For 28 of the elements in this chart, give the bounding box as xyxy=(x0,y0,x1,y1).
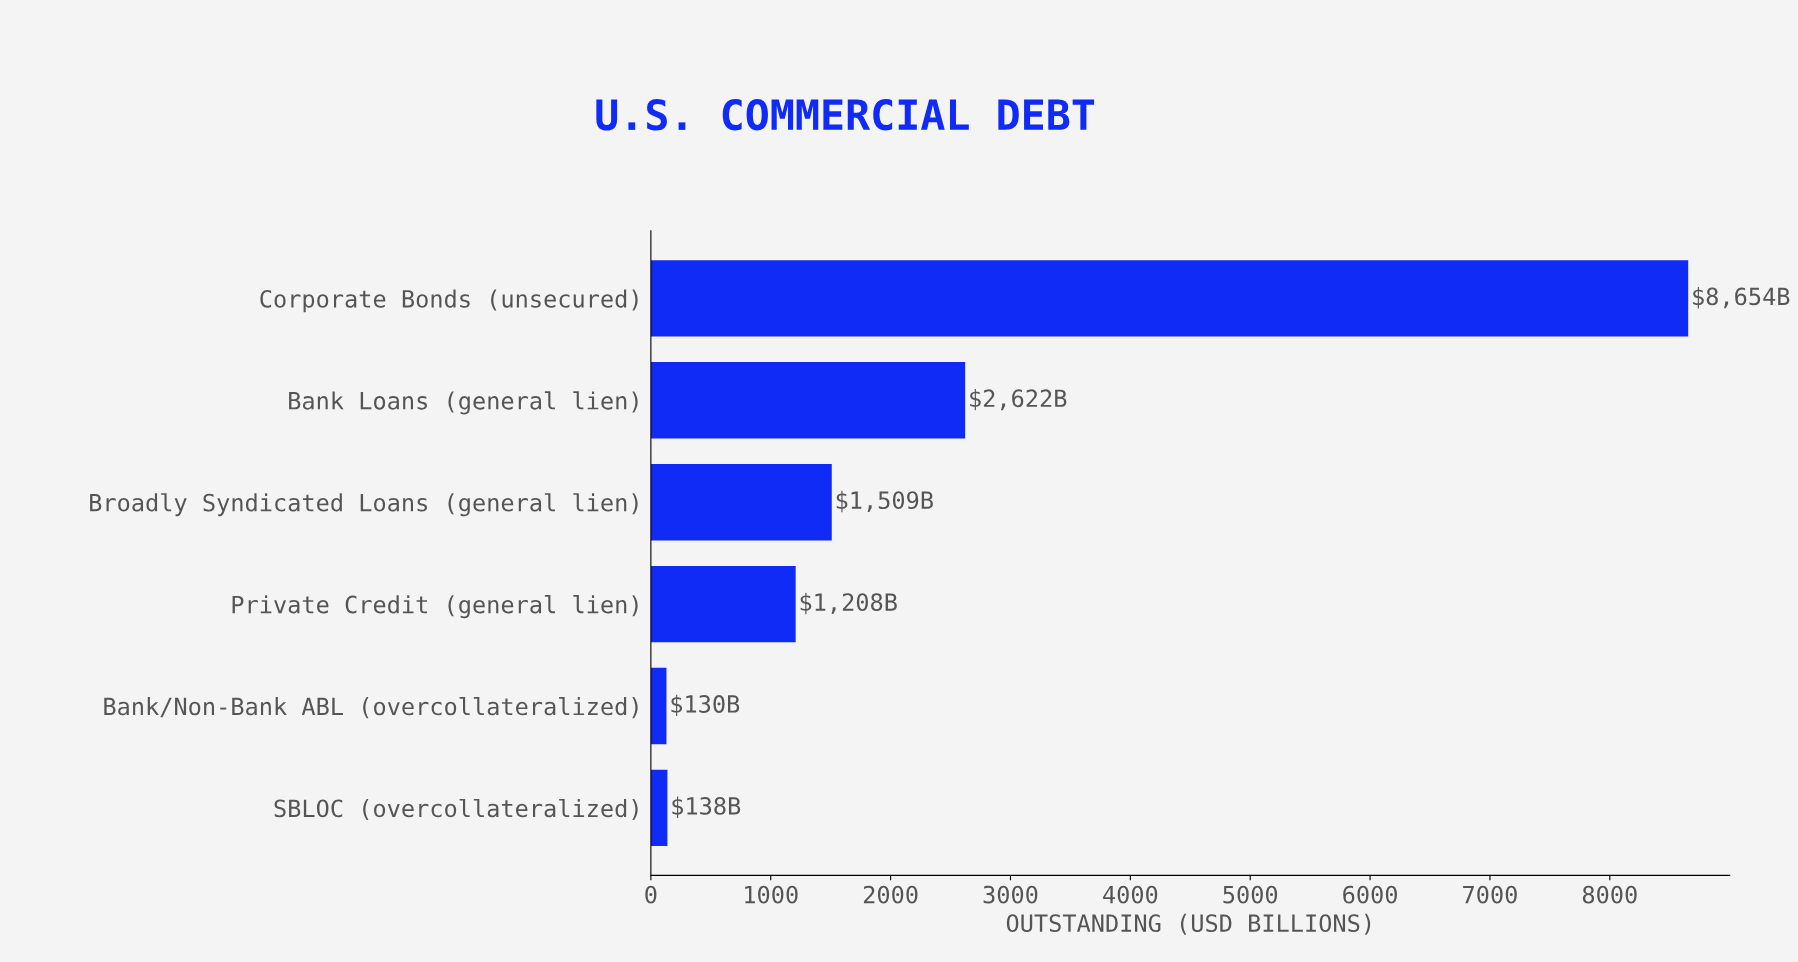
bar xyxy=(650,769,668,847)
data-label: $138B xyxy=(672,796,741,818)
data-label: $8,654B xyxy=(1693,287,1790,309)
x-tick-label: 1000 xyxy=(745,885,798,904)
data-label: $130B xyxy=(671,694,740,717)
data-label: $1,208B xyxy=(800,592,897,615)
bar xyxy=(650,260,1689,337)
y-tick-label: Corporate Bonds (unsecured) xyxy=(260,289,638,313)
y-tick-label: Private Credit (general lien) xyxy=(232,595,638,619)
y-tick-label: Broadly Syndicated Loans (general lien) xyxy=(90,493,638,517)
bar xyxy=(650,463,832,541)
x-axis-title: OUTSTANDING (USD BILLIONS) xyxy=(1006,913,1371,935)
data-label: $2,622B xyxy=(970,388,1067,411)
y-tick-label: Bank Loans (general lien) xyxy=(289,391,638,415)
x-tick-label: 4000 xyxy=(1103,885,1158,904)
x-tick-label: 7000 xyxy=(1463,885,1517,904)
data-label: $1,509B xyxy=(836,490,933,513)
y-tick-label: Bank/Non-Bank ABL (overcollateralized) xyxy=(104,696,638,719)
bar xyxy=(650,565,796,643)
x-tick-label: 5000 xyxy=(1223,885,1278,904)
bar xyxy=(650,362,966,439)
x-tick-label: 6000 xyxy=(1343,885,1397,904)
x-tick-label: 2000 xyxy=(863,885,918,904)
x-tick-label: 0 xyxy=(645,885,657,904)
x-tick-label: 3000 xyxy=(983,885,1038,904)
chart-title: U.S. COMMERCIAL DEBT xyxy=(596,98,1095,131)
y-tick-label: SBLOC (overcollateralized) xyxy=(274,798,638,821)
x-tick-label: 8000 xyxy=(1582,885,1637,904)
